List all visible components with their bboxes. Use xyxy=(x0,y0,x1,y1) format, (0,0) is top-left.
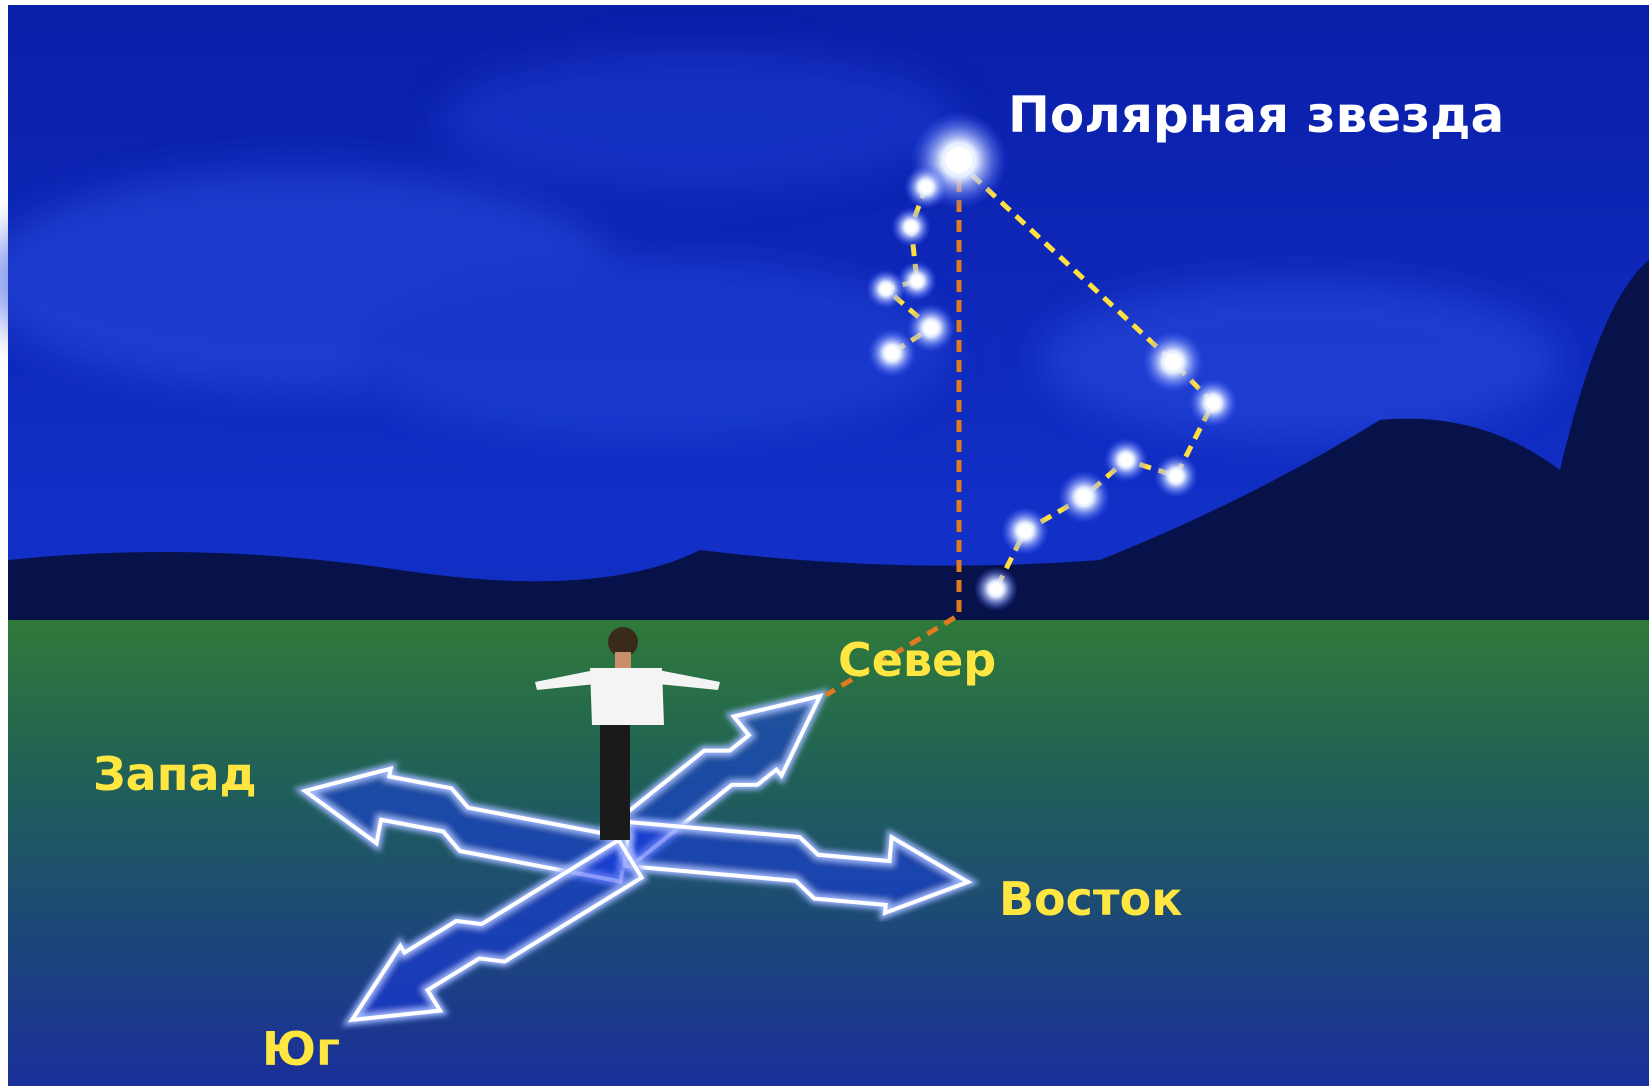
north-label: Север xyxy=(838,633,996,687)
star xyxy=(912,276,923,287)
west-label: Запад xyxy=(93,747,257,801)
south-label: Юг xyxy=(262,1022,340,1076)
star xyxy=(885,346,898,359)
star xyxy=(1120,454,1132,466)
east-label: Восток xyxy=(999,872,1182,926)
star xyxy=(920,181,932,193)
star xyxy=(906,222,917,233)
star xyxy=(1206,396,1219,409)
star xyxy=(924,321,937,334)
star xyxy=(1170,470,1182,482)
star xyxy=(1018,524,1031,537)
star xyxy=(1077,490,1091,504)
polaris-label: Полярная звезда xyxy=(1008,86,1504,144)
star xyxy=(1165,354,1182,371)
star xyxy=(946,147,972,173)
illustration: Полярная звезда Север Запад Восток Юг xyxy=(0,0,1649,1086)
star xyxy=(990,583,1002,595)
star xyxy=(881,284,892,295)
page: Полярная звезда Север Запад Восток Юг ((… xyxy=(0,0,1649,1086)
